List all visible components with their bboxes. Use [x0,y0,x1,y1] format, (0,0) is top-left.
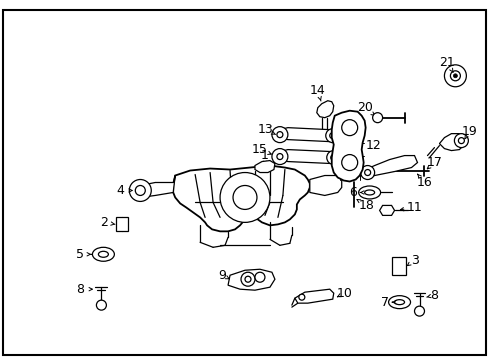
Text: 20: 20 [356,101,372,114]
Polygon shape [331,111,365,181]
Text: 6: 6 [348,186,356,199]
Polygon shape [274,128,335,141]
Circle shape [330,154,336,161]
Polygon shape [439,134,464,150]
Text: 12: 12 [365,139,381,152]
Polygon shape [116,217,128,231]
Text: 5: 5 [76,248,84,261]
Text: 18: 18 [358,199,374,212]
Circle shape [233,185,256,210]
Circle shape [244,276,250,282]
Circle shape [271,127,287,143]
Polygon shape [294,289,333,303]
Text: 3: 3 [410,254,418,267]
Text: 8: 8 [429,289,438,302]
Ellipse shape [358,186,380,199]
Circle shape [129,180,151,202]
Circle shape [271,149,287,165]
Polygon shape [227,269,274,290]
Text: 15: 15 [251,143,267,156]
Text: 11: 11 [406,201,422,214]
Circle shape [326,150,340,165]
Circle shape [276,154,283,159]
Text: 19: 19 [461,125,476,138]
Circle shape [360,166,374,180]
Polygon shape [316,101,333,118]
Text: 9: 9 [218,269,225,282]
Polygon shape [379,206,394,215]
Polygon shape [173,166,309,231]
Circle shape [220,172,269,222]
Polygon shape [365,156,417,177]
Polygon shape [140,176,175,197]
Circle shape [241,272,254,286]
Ellipse shape [364,190,374,195]
Circle shape [444,65,466,87]
Ellipse shape [98,251,108,257]
Circle shape [325,129,339,143]
Circle shape [254,272,264,282]
Polygon shape [274,150,336,163]
Text: 4: 4 [116,184,124,197]
Ellipse shape [394,300,404,305]
Circle shape [298,294,304,300]
Text: 7: 7 [380,296,388,309]
Polygon shape [254,161,274,172]
Text: 21: 21 [439,56,454,69]
Circle shape [341,154,357,171]
Circle shape [276,132,283,138]
Polygon shape [391,257,405,275]
Text: 16: 16 [416,176,431,189]
Text: 13: 13 [258,123,273,136]
Circle shape [449,71,459,81]
Text: 8: 8 [76,283,84,296]
Circle shape [452,74,456,78]
Text: 17: 17 [426,156,442,169]
Circle shape [341,120,357,136]
Circle shape [364,170,370,176]
Text: 2: 2 [100,216,108,229]
Circle shape [329,132,335,139]
Text: 1: 1 [261,149,268,162]
Text: 10: 10 [336,287,352,300]
Polygon shape [309,176,341,195]
Text: 14: 14 [309,84,325,97]
Circle shape [96,300,106,310]
Ellipse shape [92,247,114,261]
Ellipse shape [388,296,410,309]
Circle shape [135,185,145,195]
Circle shape [414,306,424,316]
Circle shape [453,134,468,148]
Circle shape [457,138,464,144]
Circle shape [372,113,382,123]
